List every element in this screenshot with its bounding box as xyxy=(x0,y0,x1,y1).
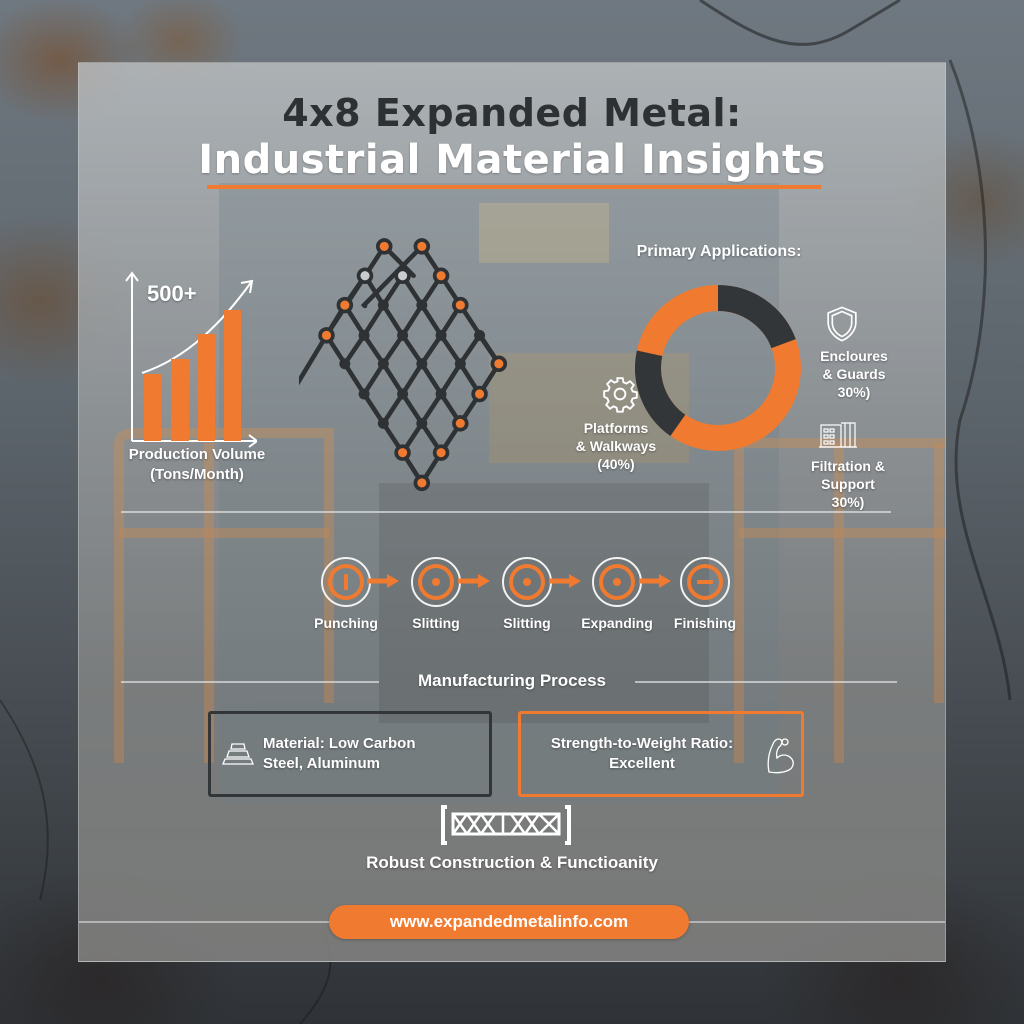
step-label: Finishing xyxy=(673,615,737,631)
arrow-right-icon xyxy=(639,574,671,588)
strength-info-box: Strength-to-Weight Ratio: Excellent xyxy=(518,711,804,797)
target-dot-icon xyxy=(592,557,642,607)
title-line-2: Industrial Material Insights xyxy=(198,137,826,183)
app-platforms-line-3: (40%) xyxy=(597,456,635,472)
applications-title: Primary Applications: xyxy=(636,243,802,260)
process-step-slitting-2: Slitting xyxy=(477,557,577,631)
arrow-right-icon xyxy=(549,574,581,588)
section-divider xyxy=(121,511,891,513)
app-enclosures-line-3: 30%) xyxy=(837,384,871,400)
app-label-filtration: Filtration & Support 30%) xyxy=(793,457,903,511)
arrow-right-icon xyxy=(458,574,490,588)
app-label-enclosures: Encloures & Guards 30%) xyxy=(809,347,899,401)
step-label: Expanding xyxy=(581,615,653,631)
process-step-punching: Punching xyxy=(296,557,396,631)
process-step-slitting-1: Slitting xyxy=(386,557,486,631)
infographic-panel: 4x8 Expanded Metal: Industrial Material … xyxy=(78,62,946,962)
shield-icon xyxy=(827,306,857,342)
applications-donut-chart xyxy=(635,285,801,451)
punch-icon xyxy=(321,557,371,607)
app-platforms-line-1: Platforms xyxy=(583,420,649,436)
step-label: Slitting xyxy=(503,615,551,631)
app-filtration-line-1: Filtration & xyxy=(811,458,885,474)
website-url-link[interactable]: www.expandedmetalinfo.com xyxy=(329,905,689,939)
app-filtration-line-3: 30%) xyxy=(831,494,865,510)
production-label-line-1: Production Volume xyxy=(128,446,266,463)
minus-circle-icon xyxy=(680,557,730,607)
construction-label: Robust Construction & Functioanity xyxy=(366,853,658,872)
material-line-1: Material: Low Carbon xyxy=(263,735,416,752)
target-dot-icon xyxy=(411,557,461,607)
app-enclosures-line-1: Encloures xyxy=(820,348,888,364)
process-step-expanding: Expanding xyxy=(567,557,667,631)
title-underline xyxy=(207,185,821,189)
material-text: Material: Low Carbon Steel, Aluminum xyxy=(263,734,416,774)
material-line-2: Steel, Aluminum xyxy=(263,755,380,772)
arrow-right-icon xyxy=(367,574,399,588)
flexed-arm-icon xyxy=(767,738,794,774)
production-highlight: 500+ xyxy=(147,281,197,306)
app-filtration-line-2: Support xyxy=(821,476,875,492)
layered-stack-icon xyxy=(222,743,254,765)
gear-icon xyxy=(603,377,638,413)
strength-text: Strength-to-Weight Ratio: Excellent xyxy=(527,734,757,774)
strength-line-1: Strength-to-Weight Ratio: xyxy=(550,735,734,752)
material-info-box: Material: Low Carbon Steel, Aluminum xyxy=(208,711,492,797)
bar-chart-growth-icon xyxy=(125,271,257,448)
process-title: Manufacturing Process xyxy=(418,671,606,690)
step-label: Slitting xyxy=(412,615,460,631)
process-step-finishing: Finishing xyxy=(655,557,755,631)
expanded-metal-mesh-icon xyxy=(299,238,508,492)
step-label: Punching xyxy=(314,615,378,631)
strength-line-2: Excellent xyxy=(609,755,675,772)
target-dot-icon xyxy=(502,557,552,607)
truss-icon xyxy=(441,805,571,845)
app-platforms-line-2: & Walkways xyxy=(575,438,657,454)
app-enclosures-line-2: & Guards xyxy=(822,366,886,382)
building-icon xyxy=(819,422,857,448)
section-divider-left xyxy=(121,681,379,683)
app-label-platforms: Platforms & Walkways (40%) xyxy=(561,419,671,473)
title-line-1: 4x8 Expanded Metal: xyxy=(282,91,742,135)
production-label: Production Volume (Tons/Month) xyxy=(107,445,287,485)
production-label-line-2: (Tons/Month) xyxy=(150,466,244,483)
section-divider-right xyxy=(635,681,897,683)
